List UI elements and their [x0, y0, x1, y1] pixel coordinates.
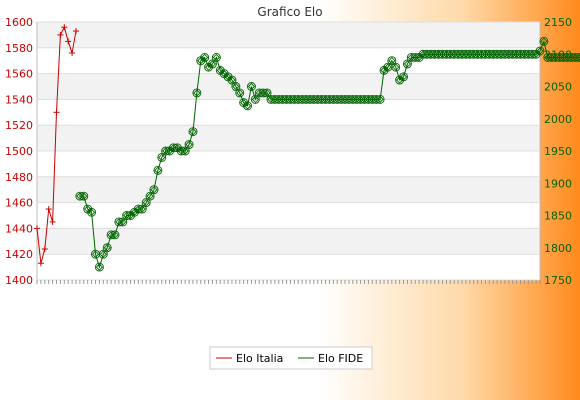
series-point	[137, 204, 147, 214]
left-tick-label: 1600	[5, 16, 33, 29]
series-point	[110, 230, 120, 240]
series-point	[94, 262, 104, 272]
left-tick-label: 1400	[5, 274, 33, 287]
series-point	[243, 101, 253, 111]
series-point	[231, 82, 241, 91]
series-point	[61, 24, 68, 31]
series-point	[69, 49, 76, 56]
plot-band	[37, 22, 540, 48]
series-point	[153, 165, 163, 175]
legend-label-fide: Elo FIDE	[318, 352, 363, 365]
plot-band	[37, 73, 540, 100]
x-axis	[36, 280, 541, 284]
left-axis: 1400 1420 1440 1460 1480 1500 1520 1540 1560 1580…	[5, 16, 33, 287]
series-point	[188, 127, 198, 137]
series-point	[539, 36, 549, 46]
plot-band	[37, 254, 540, 280]
plot-band	[37, 151, 540, 177]
series-point	[391, 62, 401, 72]
series-point	[72, 28, 79, 35]
series-point	[227, 75, 237, 85]
right-tick-label: 1900	[544, 177, 572, 190]
series-point	[41, 246, 48, 253]
left-tick-label: 1480	[5, 171, 33, 184]
plot-band	[37, 228, 540, 255]
legend-box	[209, 346, 373, 370]
series-point	[402, 59, 412, 69]
plot-band	[37, 176, 540, 203]
left-tick-label: 1520	[5, 119, 33, 132]
series-point	[535, 46, 545, 56]
series-point	[262, 88, 272, 98]
plot-band	[37, 125, 540, 151]
series-point	[79, 191, 89, 201]
right-tick-label: 1850	[544, 210, 572, 223]
left-tick-label: 1460	[5, 197, 33, 210]
series-point	[574, 53, 580, 62]
series-point	[87, 207, 97, 217]
series-point	[399, 72, 408, 82]
right-tick-label: 2050	[544, 81, 572, 94]
series-point	[235, 88, 245, 98]
series-point	[211, 53, 221, 62]
series-point	[53, 109, 60, 116]
series-point	[208, 59, 217, 69]
series-point	[98, 249, 108, 259]
series-point	[49, 218, 56, 225]
series-point	[200, 53, 210, 62]
left-tick-label: 1440	[5, 222, 33, 235]
series-point	[57, 31, 64, 38]
right-tick-label: 2150	[544, 16, 572, 29]
plot-band	[37, 99, 540, 126]
right-tick-label: 1750	[544, 274, 572, 287]
left-tick-label: 1500	[5, 145, 33, 158]
left-tick-label: 1420	[5, 248, 33, 261]
series-point	[37, 260, 44, 267]
left-tick-label: 1540	[5, 93, 33, 106]
legend: Elo Italia Elo FIDE	[209, 346, 373, 370]
series-point	[192, 88, 202, 98]
plot-area	[36, 21, 541, 281]
series-point	[184, 140, 194, 150]
series-point	[157, 152, 167, 162]
series-point	[141, 198, 151, 208]
series-point	[45, 206, 52, 213]
series-point	[118, 217, 128, 227]
plot-band	[37, 202, 540, 229]
right-tick-label: 2000	[544, 113, 572, 126]
right-tick-label: 1950	[544, 145, 572, 158]
series-point	[387, 56, 397, 66]
series-layer	[34, 24, 580, 272]
chart-title: Grafico Elo	[257, 5, 322, 19]
left-tick-label: 1560	[5, 68, 33, 81]
series-point	[250, 94, 260, 104]
series-point	[149, 185, 159, 195]
series-point	[65, 38, 72, 45]
series-point	[247, 82, 256, 91]
series-point	[375, 94, 385, 104]
series-point	[145, 191, 155, 201]
series-point	[34, 225, 40, 232]
series-point	[102, 243, 112, 253]
left-tick-label: 1580	[5, 42, 33, 55]
series-point	[180, 146, 190, 156]
legend-label-italia: Elo Italia	[236, 352, 283, 365]
right-tick-label: 1800	[544, 242, 572, 255]
plot-band	[37, 47, 540, 74]
series-point	[578, 54, 580, 61]
